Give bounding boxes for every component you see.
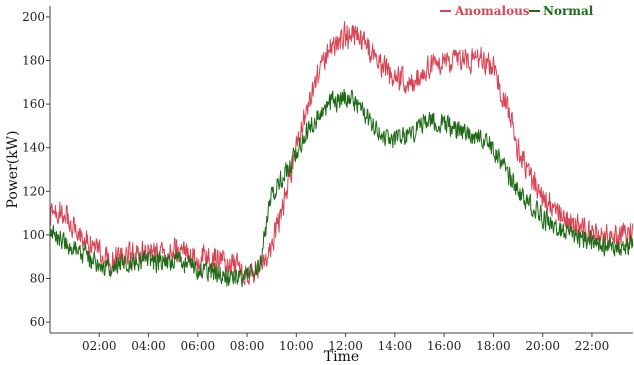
y-tick-label: 160 bbox=[22, 97, 45, 111]
y-tick-label: 80 bbox=[30, 272, 45, 286]
legend-label-anomalous: Anomalous bbox=[454, 4, 530, 18]
x-tick-label: 04:00 bbox=[131, 339, 166, 353]
legend-label-normal: Normal bbox=[543, 4, 594, 18]
x-tick-label: 16:00 bbox=[427, 339, 462, 353]
x-tick-label: 14:00 bbox=[378, 339, 413, 353]
x-tick-label: 20:00 bbox=[525, 339, 560, 353]
x-tick-label: 02:00 bbox=[82, 339, 117, 353]
y-axis-ticks: 60 80 100 120 140 160 180 200 bbox=[22, 10, 50, 329]
series-line-normal bbox=[49, 88, 634, 288]
x-axis-title: Time bbox=[324, 349, 359, 365]
x-tick-label: 12:00 bbox=[328, 339, 363, 353]
x-tick-label: 06:00 bbox=[181, 339, 216, 353]
x-tick-label: 22:00 bbox=[575, 339, 610, 353]
x-tick-label: 10:00 bbox=[279, 339, 314, 353]
x-tick-label: 08:00 bbox=[230, 339, 265, 353]
y-axis-title: Power(kW) bbox=[5, 130, 21, 208]
x-axis-ticks: 02:00 04:00 06:00 08:00 10:00 12:00 14:00 16:00… bbox=[82, 333, 609, 353]
y-tick-label: 180 bbox=[22, 54, 45, 68]
y-tick-label: 140 bbox=[22, 141, 45, 155]
legend: Anomalous Normal bbox=[440, 4, 594, 18]
y-tick-label: 120 bbox=[22, 184, 45, 198]
y-tick-label: 60 bbox=[30, 315, 45, 329]
x-tick-label: 18:00 bbox=[476, 339, 511, 353]
series-line-anomalous bbox=[49, 21, 634, 286]
y-tick-label: 200 bbox=[22, 10, 45, 24]
plot-area bbox=[49, 21, 634, 288]
y-tick-label: 100 bbox=[22, 228, 45, 242]
